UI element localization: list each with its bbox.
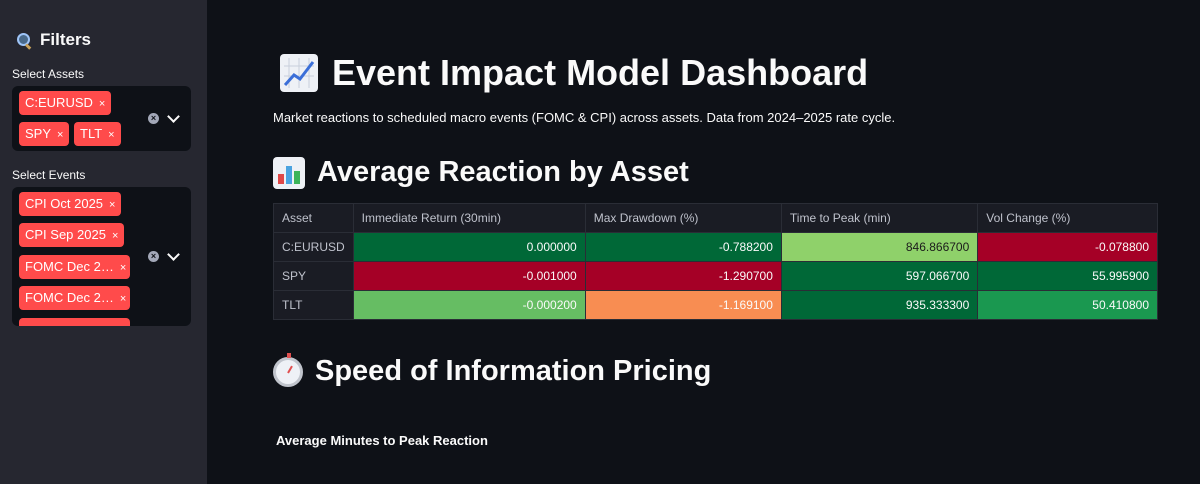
table-cell: -1.169100: [584, 290, 782, 320]
clear-icon[interactable]: ×: [148, 251, 159, 262]
section-title: Speed of Information Pricing: [315, 355, 712, 387]
table-cell: -0.788200: [584, 232, 782, 262]
section-heading-speed-of-pricing: Speed of Information Pricing: [273, 352, 712, 388]
remove-tag-icon[interactable]: ×: [119, 293, 127, 305]
table-cell: 935.333300: [780, 290, 979, 320]
remove-tag-icon[interactable]: ×: [108, 129, 115, 141]
events-multiselect[interactable]: CPI Oct 2025 × CPI Sep 2025 × FOMC Dec 2… ×…: [12, 187, 191, 326]
main-content: Event Impact Model Dashboard Market reac…: [207, 0, 1200, 484]
table-row: C:EURUSD 0.000000 -0.788200 846.866700 -…: [273, 232, 1158, 262]
event-tag[interactable]: FOMC Dec 2… ×: [19, 286, 130, 310]
filters-title: Filters: [40, 30, 92, 49]
clear-icon[interactable]: ×: [148, 113, 159, 124]
column-header[interactable]: Max Drawdown (%): [584, 203, 782, 233]
page-title: Event Impact Model Dashboard: [280, 52, 868, 94]
chevron-down-icon[interactable]: [167, 248, 180, 261]
table-cell: -0.078800: [977, 232, 1158, 262]
event-tag[interactable]: FOMC Dec 2… ×: [19, 255, 130, 279]
column-header[interactable]: Time to Peak (min): [780, 203, 979, 233]
table-row: TLT -0.000200 -1.169100 935.333300 50.41…: [273, 290, 1158, 320]
row-index: C:EURUSD: [273, 232, 354, 262]
column-header[interactable]: Vol Change (%): [977, 203, 1158, 233]
row-index: TLT: [273, 290, 354, 320]
remove-tag-icon[interactable]: ×: [57, 129, 64, 141]
chevron-down-icon[interactable]: [167, 110, 180, 123]
section-title: Average Reaction by Asset: [317, 156, 689, 188]
table-cell: 55.995900: [977, 261, 1158, 291]
table-cell: -1.290700: [584, 261, 782, 291]
stopwatch-icon: [273, 352, 303, 387]
event-tag[interactable]: CPI Oct 2025 ×: [19, 192, 122, 216]
event-tag[interactable]: CPI Sep 2025 ×: [19, 223, 125, 247]
table-row: SPY -0.001000 -1.290700 597.066700 55.99…: [273, 261, 1158, 291]
select-events-label: Select Events: [12, 168, 86, 182]
assets-multiselect[interactable]: C:EURUSD × SPY × TLT × ×: [12, 86, 191, 151]
asset-tag[interactable]: TLT ×: [74, 122, 121, 146]
bar-chart-icon: [273, 156, 305, 189]
asset-tag[interactable]: SPY ×: [19, 122, 70, 146]
event-tag-partial[interactable]: [19, 318, 130, 326]
chart-title: Average Minutes to Peak Reaction: [276, 433, 488, 448]
table-header-row: Asset Immediate Return (30min) Max Drawd…: [273, 203, 1158, 233]
remove-tag-icon[interactable]: ×: [98, 98, 106, 110]
page-subtitle: Market reactions to scheduled macro even…: [273, 110, 896, 125]
table-cell: -0.000200: [352, 290, 586, 320]
remove-tag-icon[interactable]: ×: [119, 262, 127, 274]
column-header[interactable]: Immediate Return (30min): [352, 203, 586, 233]
reaction-table[interactable]: Asset Immediate Return (30min) Max Drawd…: [273, 203, 1158, 320]
filters-heading: Filters: [16, 30, 91, 50]
chart-increasing-icon: [280, 54, 318, 92]
asset-tag[interactable]: C:EURUSD ×: [19, 91, 112, 115]
select-assets-label: Select Assets: [12, 67, 85, 81]
table-cell: 846.866700: [780, 232, 979, 262]
magnifier-icon: [16, 32, 32, 50]
remove-tag-icon[interactable]: ×: [111, 230, 119, 242]
table-cell: 50.410800: [977, 290, 1158, 320]
remove-tag-icon[interactable]: ×: [109, 199, 116, 211]
table-cell: -0.001000: [352, 261, 586, 291]
table-cell: 0.000000: [352, 232, 586, 262]
table-cell: 597.066700: [780, 261, 979, 291]
section-heading-average-reaction: Average Reaction by Asset: [273, 156, 689, 189]
column-header[interactable]: Asset: [273, 203, 354, 233]
page-title-text: Event Impact Model Dashboard: [332, 52, 869, 93]
row-index: SPY: [273, 261, 354, 291]
sidebar: Filters Select Assets C:EURUSD × SPY × TLT…: [0, 0, 207, 484]
